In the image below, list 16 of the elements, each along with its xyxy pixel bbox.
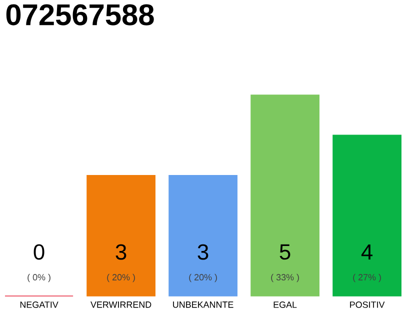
- data-label: 3: [198, 244, 208, 260]
- annotation: ( 27% ): [353, 274, 381, 282]
- x-tick-label: UNBEKANNTE: [173, 302, 234, 308]
- annotation: ( 33% ): [271, 274, 299, 282]
- x-tick-label: VERWIRREND: [90, 302, 152, 308]
- data-label: 4: [361, 244, 372, 260]
- data-label: 3: [116, 244, 126, 260]
- annotation: ( 20% ): [107, 274, 135, 282]
- annotation: ( 0% ): [28, 274, 50, 282]
- x-tick-label: POSITIV: [350, 302, 385, 308]
- x-tick-label: EGAL: [274, 302, 297, 308]
- data-label: 0: [34, 244, 44, 260]
- chart-title: 072567588: [6, 4, 154, 26]
- x-tick-label: NEGATIV: [20, 302, 58, 308]
- annotation: ( 20% ): [189, 274, 217, 282]
- data-label: 5: [280, 244, 290, 260]
